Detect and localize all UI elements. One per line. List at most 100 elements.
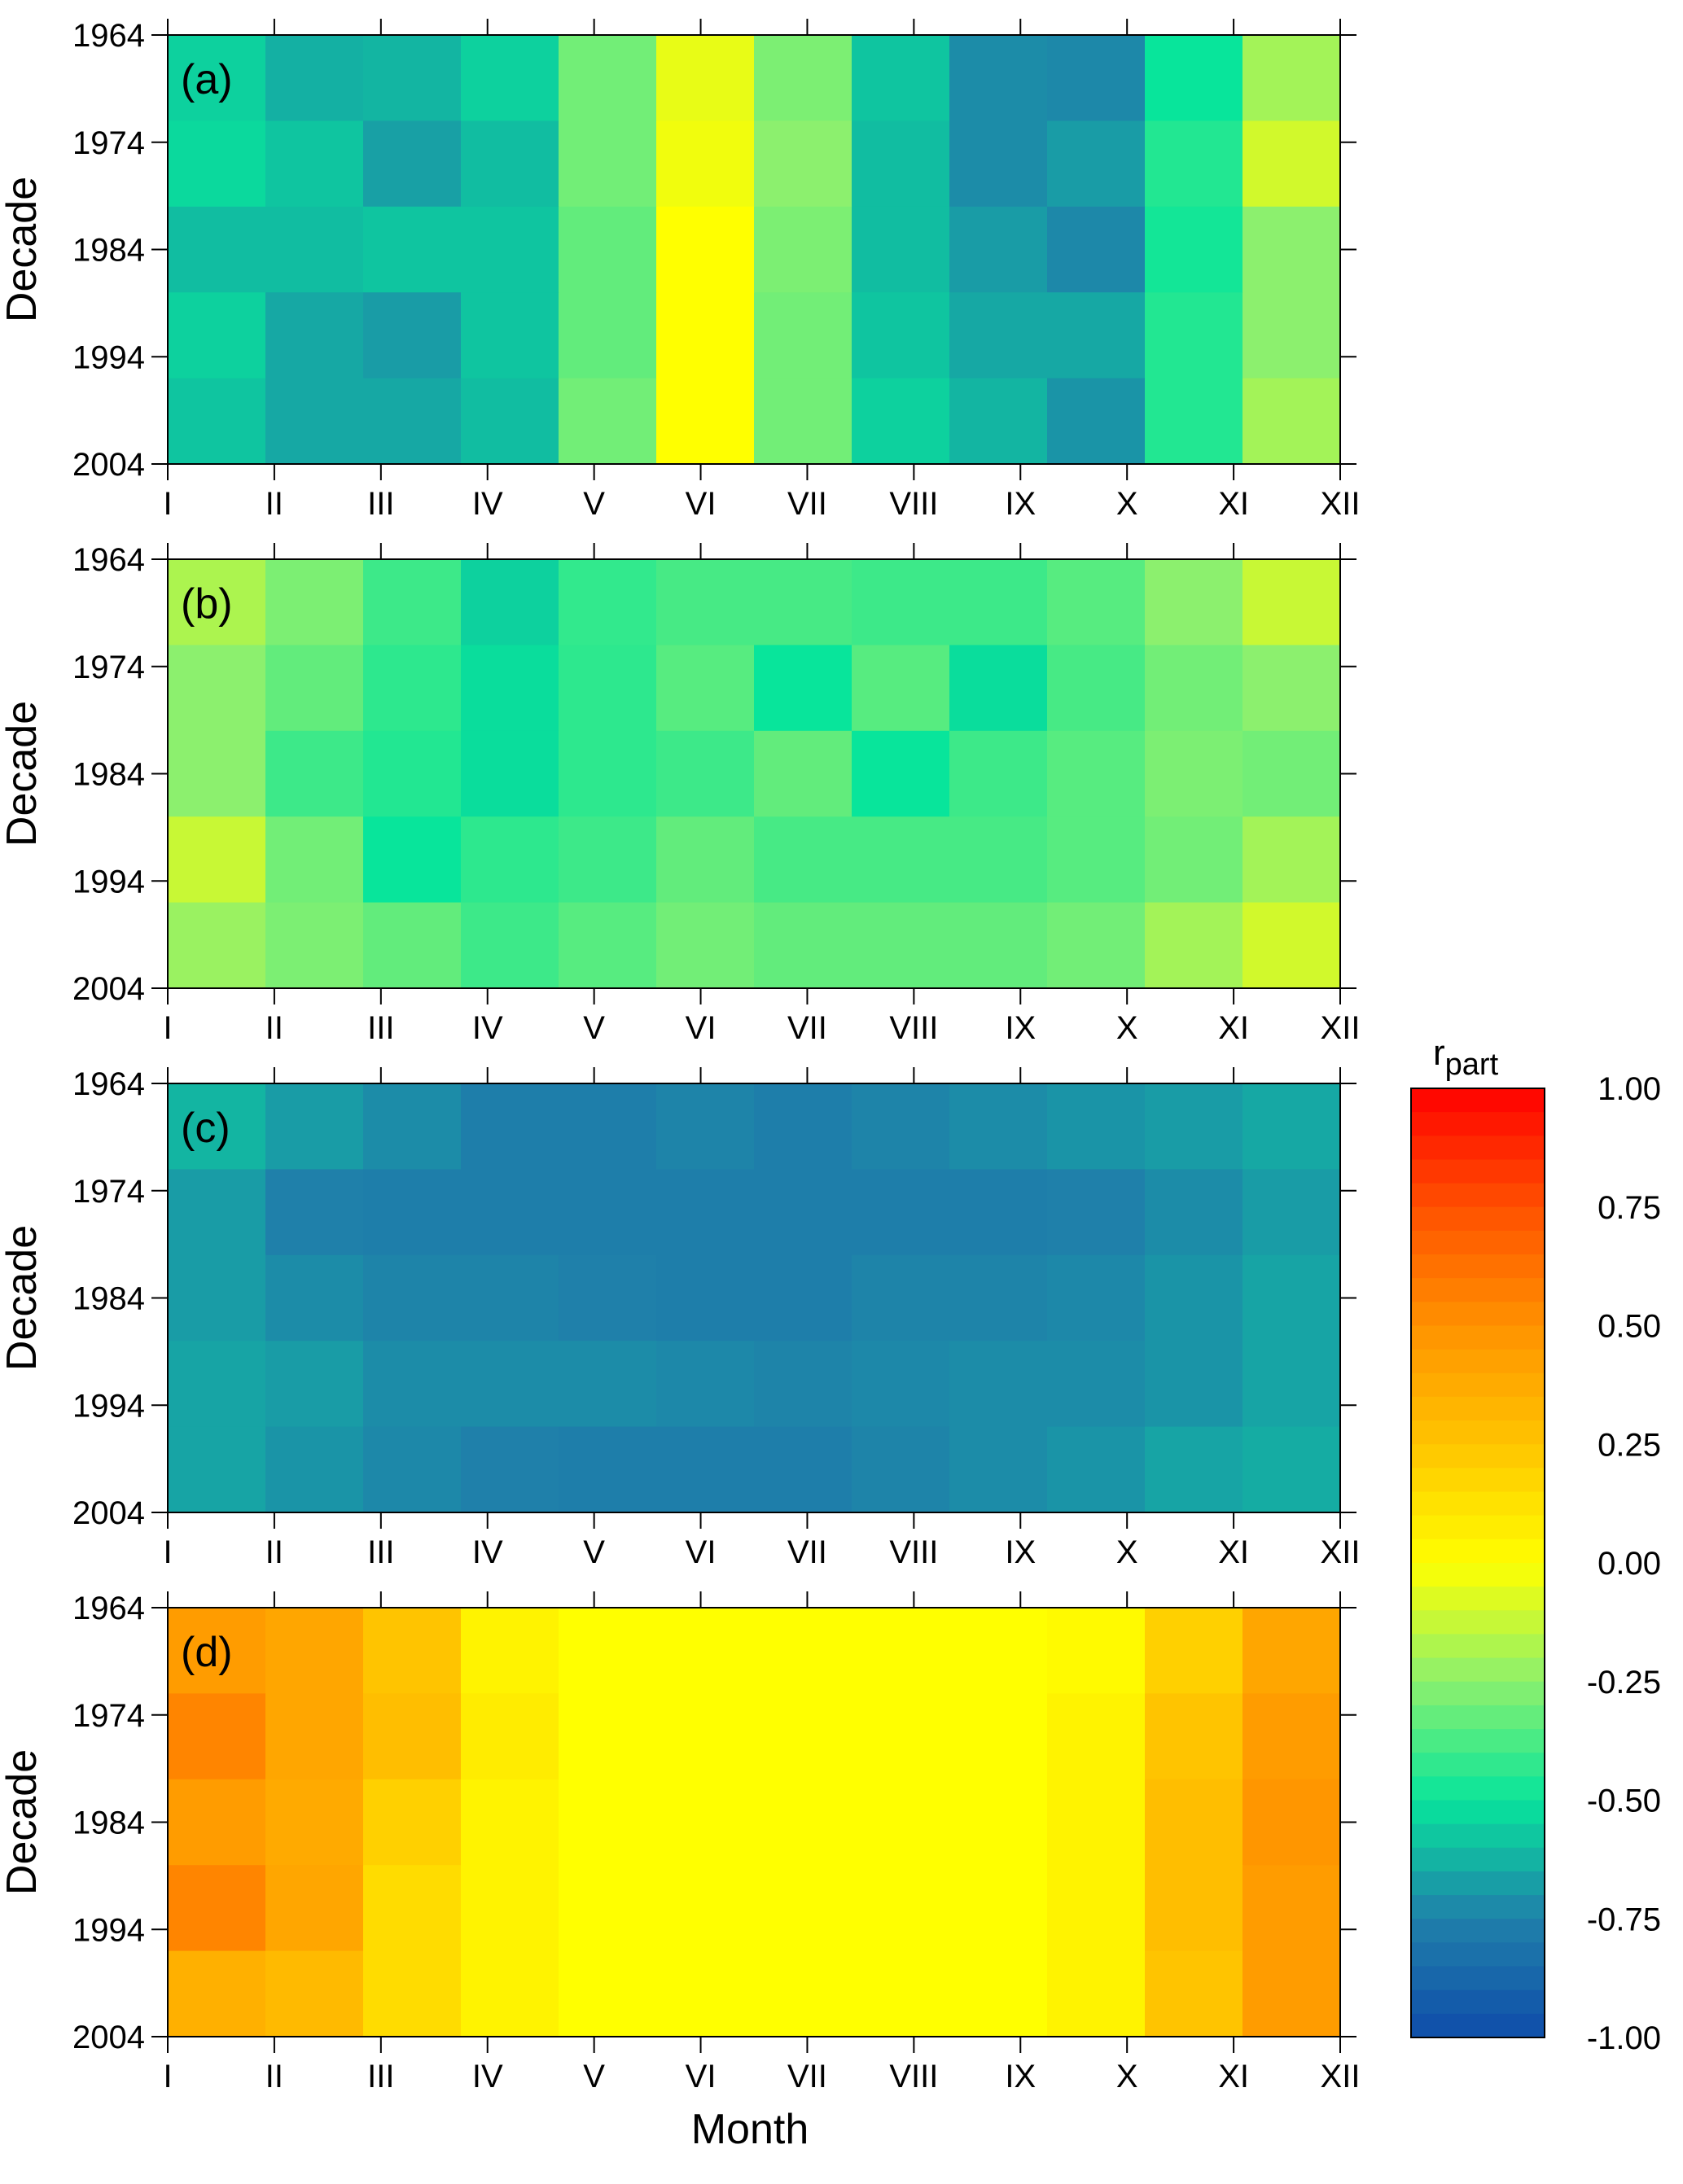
heatmap-cell: [559, 292, 657, 379]
heatmap-cell: [656, 1254, 755, 1341]
colorbar-segment: [1411, 1705, 1545, 1730]
heatmap-cell: [754, 1341, 852, 1428]
heatmap-cell: [168, 645, 266, 732]
x-tick-label: XII: [1321, 1010, 1361, 1046]
heatmap-cell: [363, 378, 462, 465]
heatmap-cell: [754, 1950, 852, 2037]
heatmap-cell: [461, 1865, 559, 1952]
heatmap-cell: [754, 1865, 852, 1952]
heatmap-cell: [1145, 1254, 1243, 1341]
heatmap-cell: [852, 35, 950, 121]
heatmap-cell: [656, 378, 755, 465]
x-tick-label: II: [265, 2059, 283, 2094]
heatmap-cell: [168, 1169, 266, 1256]
heatmap-cell: [461, 1693, 559, 1780]
x-tick-label: VIII: [889, 486, 938, 522]
heatmap-cell: [1243, 378, 1341, 465]
heatmap-cell: [168, 1426, 266, 1513]
heatmap-cell: [754, 206, 852, 293]
heatmap-cell: [559, 1169, 657, 1256]
y-tick-label: 1974: [72, 1698, 145, 1734]
x-tick-label: III: [367, 1010, 394, 1046]
heatmap-cell: [949, 1950, 1048, 2037]
colorbar-segment: [1411, 1349, 1545, 1374]
heatmap-cell: [559, 1693, 657, 1780]
y-tick-label: 1994: [72, 864, 145, 899]
heatmap-cell: [1145, 1169, 1243, 1256]
x-tick-label: II: [265, 1010, 283, 1046]
colorbar-segment: [1411, 1776, 1545, 1801]
y-tick-label: 1964: [72, 542, 145, 578]
heatmap-cell: [1243, 1779, 1341, 1866]
colorbar-segment: [1411, 2013, 1545, 2038]
colorbar-tick-label: 0.50: [1598, 1309, 1661, 1345]
heatmap-cell: [1047, 1608, 1146, 1694]
heatmap-cell: [852, 645, 950, 732]
heatmap-cell: [1243, 1693, 1341, 1780]
x-tick-label: IX: [1005, 486, 1036, 522]
heatmap-cell: [265, 1169, 364, 1256]
heatmap-cell: [1243, 645, 1341, 732]
heatmap-cell: [949, 1426, 1048, 1513]
colorbar-tick-label: -0.50: [1587, 1784, 1661, 1819]
heatmap-cell: [754, 1693, 852, 1780]
heatmap-cell: [363, 206, 462, 293]
x-tick-label: III: [367, 1534, 394, 1570]
heatmap-cell: [1145, 816, 1243, 904]
heatmap-cell: [852, 292, 950, 379]
y-axis-label: Decade: [0, 1225, 46, 1371]
heatmap-cell: [363, 816, 462, 904]
heatmap-cell: [949, 206, 1048, 293]
heatmap-cell: [754, 1426, 852, 1513]
heatmap-cell: [852, 816, 950, 904]
heatmap-cell: [363, 1779, 462, 1866]
heatmap-cell: [1145, 1341, 1243, 1428]
heatmap-cell: [363, 1341, 462, 1428]
colorbar-segment: [1411, 1895, 1545, 1919]
heatmap-cell: [754, 35, 852, 121]
heatmap-cell: [656, 1693, 755, 1780]
heatmap-cell: [949, 816, 1048, 904]
colorbar-tick-label: 1.00: [1598, 1071, 1661, 1107]
colorbar-segment: [1411, 1681, 1545, 1706]
heatmap-cell: [852, 1426, 950, 1513]
heatmap-cell: [168, 206, 266, 293]
colorbar-segment: [1411, 1254, 1545, 1279]
heatmap-cell: [1047, 1083, 1146, 1170]
heatmap-cell: [1047, 378, 1146, 465]
y-tick-label: 1994: [72, 1912, 145, 1948]
heatmap-cell: [754, 730, 852, 817]
heatmap-cell: [168, 378, 266, 465]
x-tick-label: V: [583, 2059, 605, 2094]
colorbar-title: rpart: [1433, 1033, 1499, 1082]
heatmap-cell: [656, 730, 755, 817]
heatmap-cell: [168, 292, 266, 379]
heatmap-cell: [559, 120, 657, 208]
heatmap-cell: [363, 902, 462, 989]
heatmap-cell: [949, 559, 1048, 646]
colorbar-segment: [1411, 1919, 1545, 1943]
colorbar-tick-label: -0.75: [1587, 1902, 1661, 1937]
x-tick-label: VI: [686, 1534, 717, 1570]
x-tick-label: VI: [686, 486, 717, 522]
heatmap-cell: [1145, 559, 1243, 646]
heatmap-cell: [656, 1083, 755, 1170]
x-tick-label: XII: [1321, 486, 1361, 522]
heatmap-cell: [852, 378, 950, 465]
heatmap-cell: [949, 378, 1048, 465]
heatmap-cell: [559, 1083, 657, 1170]
heatmap-cell: [1145, 1608, 1243, 1694]
heatmap-cell: [265, 816, 364, 904]
heatmap-cell: [265, 1426, 364, 1513]
heatmap-cell: [656, 645, 755, 732]
heatmap-cell: [363, 1693, 462, 1780]
heatmap-cell: [949, 1083, 1048, 1170]
y-axis-label: Decade: [0, 1749, 46, 1895]
colorbar-segment: [1411, 1989, 1545, 2015]
heatmap-cell: [656, 292, 755, 379]
heatmap-cell: [559, 645, 657, 732]
colorbar-segment: [1411, 1491, 1545, 1517]
heatmap-cell: [852, 1865, 950, 1952]
heatmap-cell: [656, 816, 755, 904]
